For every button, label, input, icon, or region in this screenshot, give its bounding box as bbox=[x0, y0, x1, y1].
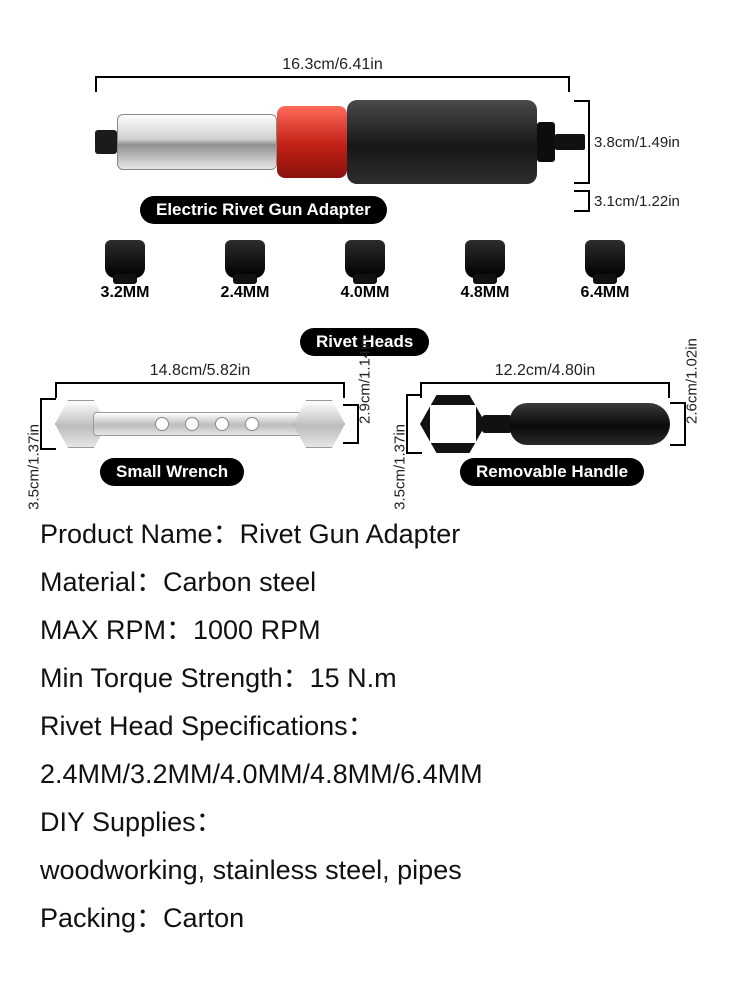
handle-illustration bbox=[420, 395, 670, 453]
rivet-head-icon bbox=[585, 240, 625, 278]
wrench-length-label: 14.8cm/5.82in bbox=[55, 362, 345, 380]
wrench-height-inner-dimension: 2.9cm/1.14in bbox=[345, 404, 359, 444]
adapter-shank-label: 3.1cm/1.22in bbox=[594, 193, 680, 210]
adapter-illustration bbox=[95, 96, 570, 188]
spec-line: Min Torque Strength：15 N.m bbox=[40, 654, 710, 702]
spec-line: Packing：Carton bbox=[40, 894, 710, 942]
rivet-head-item: 4.0MM bbox=[320, 240, 410, 320]
rivet-head-size: 4.0MM bbox=[320, 284, 410, 302]
adapter-height-label: 3.8cm/1.49in bbox=[594, 134, 680, 151]
rivet-head-icon bbox=[225, 240, 265, 278]
wrench-caption: Small Wrench bbox=[100, 458, 244, 486]
rivet-head-size: 6.4MM bbox=[560, 284, 650, 302]
wrench-height-outer-label: 3.5cm/1.37in bbox=[26, 424, 43, 510]
rivet-heads-row: 3.2MM 2.4MM 4.0MM 4.8MM 6.4MM bbox=[80, 240, 650, 320]
rivet-head-icon bbox=[345, 240, 385, 278]
spec-line: Rivet Head Specifications： bbox=[40, 702, 710, 750]
wrench-height-inner-label: 2.9cm/1.14in bbox=[357, 338, 374, 424]
handle-height-inner-label: 2.6cm/1.02in bbox=[684, 338, 701, 424]
rivet-head-size: 3.2MM bbox=[80, 284, 170, 302]
spec-line: DIY Supplies： bbox=[40, 798, 710, 846]
spec-list: Product Name：Rivet Gun Adapter Material：… bbox=[40, 510, 710, 942]
adapter-caption: Electric Rivet Gun Adapter bbox=[140, 196, 387, 224]
handle-length-dimension: 12.2cm/4.80in bbox=[420, 362, 670, 396]
spec-line: woodworking, stainless steel, pipes bbox=[40, 846, 710, 894]
spec-line: MAX RPM：1000 RPM bbox=[40, 606, 710, 654]
rivet-head-icon bbox=[465, 240, 505, 278]
handle-height-outer-dimension: 3.5cm/1.37in bbox=[406, 394, 420, 454]
adapter-shank-dimension: 3.1cm/1.22in bbox=[576, 190, 680, 212]
rivet-head-item: 3.2MM bbox=[80, 240, 170, 320]
rivet-head-item: 6.4MM bbox=[560, 240, 650, 320]
handle-height-outer-label: 3.5cm/1.37in bbox=[392, 424, 409, 510]
adapter-length-dimension: 16.3cm/6.41in bbox=[95, 56, 570, 90]
handle-caption: Removable Handle bbox=[460, 458, 644, 486]
wrench-height-outer-dimension: 3.5cm/1.37in bbox=[40, 398, 54, 450]
adapter-length-label: 16.3cm/6.41in bbox=[95, 56, 570, 74]
wrench-length-dimension: 14.8cm/5.82in bbox=[55, 362, 345, 396]
rivet-head-size: 4.8MM bbox=[440, 284, 530, 302]
spec-line: Product Name：Rivet Gun Adapter bbox=[40, 510, 710, 558]
handle-height-inner-dimension: 2.6cm/1.02in bbox=[672, 402, 686, 446]
rivet-head-size: 2.4MM bbox=[200, 284, 290, 302]
rivet-head-icon bbox=[105, 240, 145, 278]
wrench-illustration bbox=[55, 400, 345, 448]
spec-line: Material：Carbon steel bbox=[40, 558, 710, 606]
handle-length-label: 12.2cm/4.80in bbox=[420, 362, 670, 380]
spec-line: 2.4MM/3.2MM/4.0MM/4.8MM/6.4MM bbox=[40, 750, 710, 798]
rivet-head-item: 4.8MM bbox=[440, 240, 530, 320]
rivet-head-item: 2.4MM bbox=[200, 240, 290, 320]
adapter-height-dimension: 3.8cm/1.49in bbox=[576, 100, 680, 184]
